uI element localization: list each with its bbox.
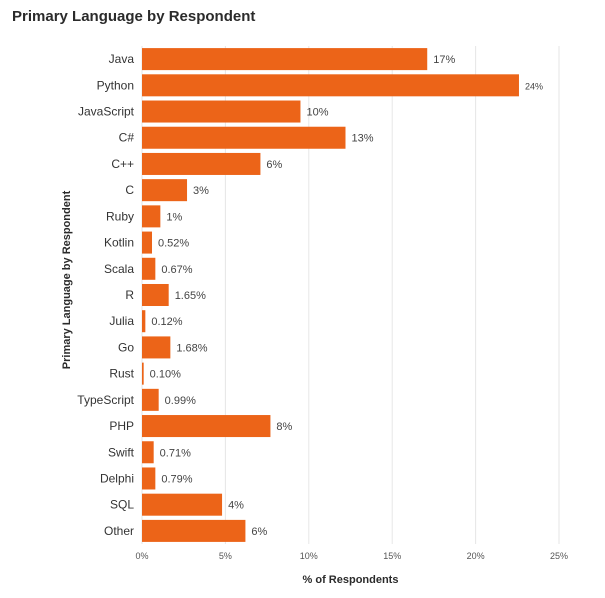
x-axis-title: % of Respondents bbox=[303, 574, 399, 586]
value-label: 6% bbox=[251, 526, 267, 538]
bars bbox=[142, 48, 519, 542]
value-label: 8% bbox=[276, 421, 292, 433]
bar bbox=[142, 48, 428, 71]
bar bbox=[142, 388, 159, 411]
x-tick-label: 10% bbox=[300, 551, 318, 561]
x-tick-label: 20% bbox=[467, 551, 485, 561]
category-label: TypeScript bbox=[77, 393, 134, 407]
value-label: 1% bbox=[166, 211, 182, 223]
value-label: 6% bbox=[266, 159, 282, 171]
bar bbox=[142, 205, 161, 228]
category-label: Julia bbox=[109, 314, 134, 328]
value-label: 24% bbox=[525, 81, 543, 91]
bar bbox=[142, 467, 156, 490]
x-tick-label: 0% bbox=[135, 551, 148, 561]
category-label: SQL bbox=[110, 498, 134, 512]
category-label: JavaScript bbox=[78, 105, 135, 119]
y-axis-title: Primary Language by Respondent bbox=[61, 190, 73, 369]
bar bbox=[142, 100, 301, 123]
value-label: 4% bbox=[228, 500, 244, 512]
bar bbox=[142, 415, 271, 438]
category-label: Other bbox=[104, 524, 134, 538]
value-label: 10% bbox=[306, 107, 328, 119]
bar bbox=[142, 257, 156, 280]
value-label: 0.99% bbox=[165, 395, 196, 407]
category-label: Swift bbox=[108, 445, 135, 459]
category-label: C bbox=[125, 183, 134, 197]
bar bbox=[142, 179, 188, 202]
category-label: C++ bbox=[111, 157, 134, 171]
value-label: 1.65% bbox=[175, 290, 206, 302]
value-label: 1.68% bbox=[176, 342, 207, 354]
category-label: C# bbox=[119, 131, 135, 145]
bar bbox=[142, 74, 519, 97]
value-label: 3% bbox=[193, 185, 209, 197]
value-labels: 17% 24% 10% 13% 6% 3% 1% 0.52% 0.67% 1.65% 0.12% 1.… bbox=[150, 54, 543, 538]
category-label: Rust bbox=[109, 367, 134, 381]
category-label: R bbox=[125, 288, 134, 302]
chart-title: Primary Language by Respondent bbox=[12, 8, 256, 25]
bar bbox=[142, 126, 346, 149]
x-tick-label: 25% bbox=[550, 551, 568, 561]
value-label: 0.67% bbox=[161, 264, 192, 276]
category-label: Scala bbox=[104, 262, 134, 276]
category-labels: Java Python JavaScript C# C++ C Ruby Kotlin Scal… bbox=[77, 52, 134, 538]
bar bbox=[142, 336, 171, 359]
bar bbox=[142, 152, 261, 175]
value-label: 0.79% bbox=[161, 473, 192, 485]
category-label: Python bbox=[97, 78, 134, 92]
category-label: PHP bbox=[109, 419, 134, 433]
bar bbox=[142, 283, 169, 307]
x-tick-label: 5% bbox=[219, 551, 232, 561]
value-label: 13% bbox=[351, 133, 373, 145]
value-label: 17% bbox=[433, 54, 455, 66]
bar bbox=[142, 362, 144, 385]
bar bbox=[142, 519, 246, 542]
x-tick-labels: 0% 5% 10% 15% 20% 25% bbox=[135, 551, 568, 561]
bar bbox=[142, 231, 153, 254]
category-label: Delphi bbox=[100, 471, 134, 485]
value-label: 0.71% bbox=[160, 447, 191, 459]
category-label: Java bbox=[109, 52, 135, 66]
category-label: Kotlin bbox=[104, 236, 134, 250]
bar bbox=[142, 310, 146, 333]
category-label: Ruby bbox=[106, 209, 134, 223]
value-label: 0.52% bbox=[158, 238, 189, 250]
bar bbox=[142, 441, 154, 464]
value-label: 0.10% bbox=[150, 369, 181, 381]
category-label: Go bbox=[118, 340, 134, 354]
x-tick-label: 15% bbox=[383, 551, 401, 561]
bar bbox=[142, 493, 223, 516]
value-label: 0.12% bbox=[151, 316, 182, 328]
